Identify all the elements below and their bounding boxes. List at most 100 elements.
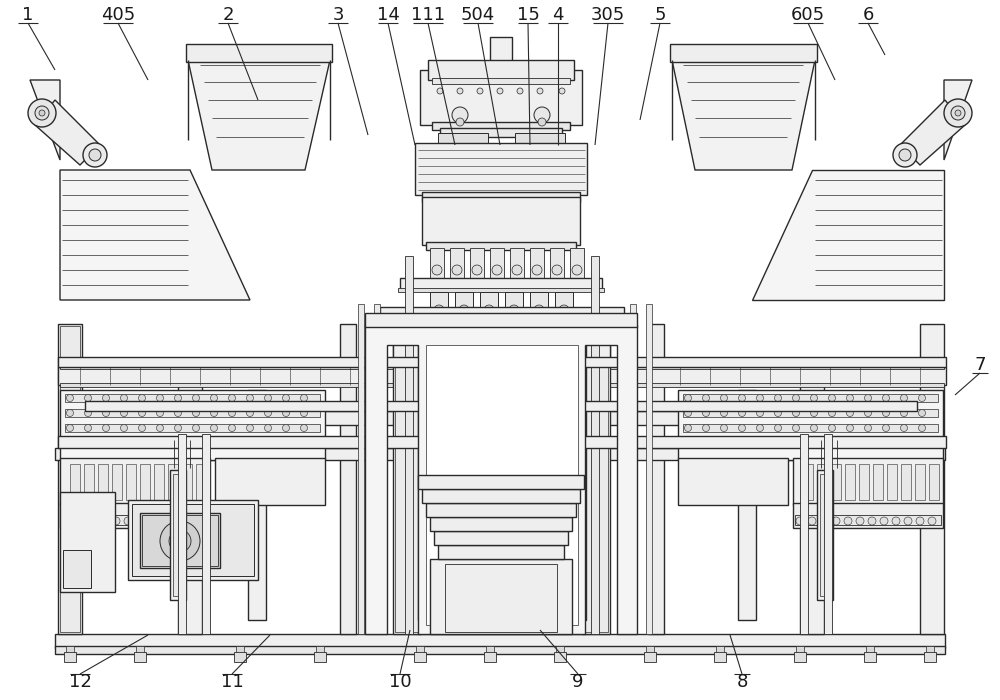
Bar <box>793 458 943 505</box>
Bar <box>817 470 833 600</box>
Bar <box>831 464 841 500</box>
Circle shape <box>684 395 692 402</box>
Circle shape <box>572 265 582 275</box>
Bar <box>426 345 578 625</box>
Text: 605: 605 <box>791 6 825 24</box>
Bar <box>63 550 91 588</box>
Bar <box>570 248 584 280</box>
Bar <box>170 470 186 600</box>
Circle shape <box>808 517 816 525</box>
Circle shape <box>532 265 542 275</box>
Polygon shape <box>752 170 944 300</box>
Circle shape <box>456 118 464 126</box>
Circle shape <box>175 395 182 402</box>
Circle shape <box>864 424 872 431</box>
Circle shape <box>264 424 272 431</box>
Bar <box>430 559 572 634</box>
Circle shape <box>169 530 191 552</box>
Circle shape <box>192 410 200 416</box>
Bar <box>920 324 944 634</box>
Circle shape <box>512 265 522 275</box>
Circle shape <box>120 440 128 447</box>
Circle shape <box>477 88 483 94</box>
Bar <box>128 500 258 580</box>
Bar <box>168 464 178 500</box>
Bar <box>136 646 144 652</box>
Circle shape <box>160 521 200 561</box>
Bar <box>505 292 523 320</box>
Circle shape <box>757 395 764 402</box>
Bar <box>683 439 938 447</box>
Text: 504: 504 <box>461 6 495 24</box>
Circle shape <box>702 395 710 402</box>
Bar <box>438 545 564 559</box>
Bar <box>530 292 548 320</box>
Bar <box>646 304 652 634</box>
Circle shape <box>300 424 308 431</box>
Circle shape <box>84 410 92 416</box>
Text: 2: 2 <box>222 6 234 24</box>
Bar <box>820 474 830 596</box>
Bar <box>445 564 557 632</box>
Circle shape <box>228 395 236 402</box>
Bar <box>929 464 939 500</box>
Circle shape <box>300 410 308 416</box>
Bar <box>420 397 584 405</box>
Bar <box>365 313 637 327</box>
Bar <box>630 304 636 634</box>
Bar <box>428 60 574 80</box>
Circle shape <box>88 517 96 525</box>
Bar <box>438 335 450 615</box>
Circle shape <box>774 410 782 416</box>
Circle shape <box>172 517 180 525</box>
Bar <box>418 475 584 489</box>
Circle shape <box>846 440 854 447</box>
Bar <box>98 464 108 500</box>
Circle shape <box>434 305 444 315</box>
Bar <box>422 192 580 202</box>
Circle shape <box>175 536 185 546</box>
Circle shape <box>684 410 692 416</box>
Circle shape <box>136 517 144 525</box>
Circle shape <box>828 395 836 402</box>
Circle shape <box>918 395 926 402</box>
Circle shape <box>846 410 854 416</box>
Bar <box>420 492 584 500</box>
Circle shape <box>192 395 200 402</box>
Circle shape <box>757 410 764 416</box>
Circle shape <box>559 305 569 315</box>
Circle shape <box>846 395 854 402</box>
Bar <box>414 652 426 662</box>
Circle shape <box>103 440 110 447</box>
Circle shape <box>904 517 912 525</box>
Circle shape <box>559 88 565 94</box>
Bar <box>58 436 946 448</box>
Circle shape <box>899 149 911 161</box>
Bar <box>416 646 424 652</box>
Bar <box>793 503 943 528</box>
Bar <box>738 390 756 620</box>
Bar <box>420 562 584 570</box>
Circle shape <box>702 440 710 447</box>
Circle shape <box>210 440 218 447</box>
Circle shape <box>517 88 523 94</box>
Circle shape <box>918 424 926 431</box>
Circle shape <box>246 410 254 416</box>
Bar <box>434 531 568 545</box>
Bar <box>64 652 76 662</box>
Bar <box>648 324 664 634</box>
Circle shape <box>156 424 164 431</box>
Circle shape <box>66 440 74 447</box>
Bar <box>374 304 380 634</box>
Bar <box>591 256 599 634</box>
Circle shape <box>828 424 836 431</box>
Circle shape <box>792 395 800 402</box>
Circle shape <box>124 517 132 525</box>
Bar <box>864 652 876 662</box>
Circle shape <box>138 424 146 431</box>
Circle shape <box>492 265 502 275</box>
Bar <box>845 464 855 500</box>
Circle shape <box>472 265 482 275</box>
Text: 3: 3 <box>332 6 344 24</box>
Bar <box>60 390 325 460</box>
